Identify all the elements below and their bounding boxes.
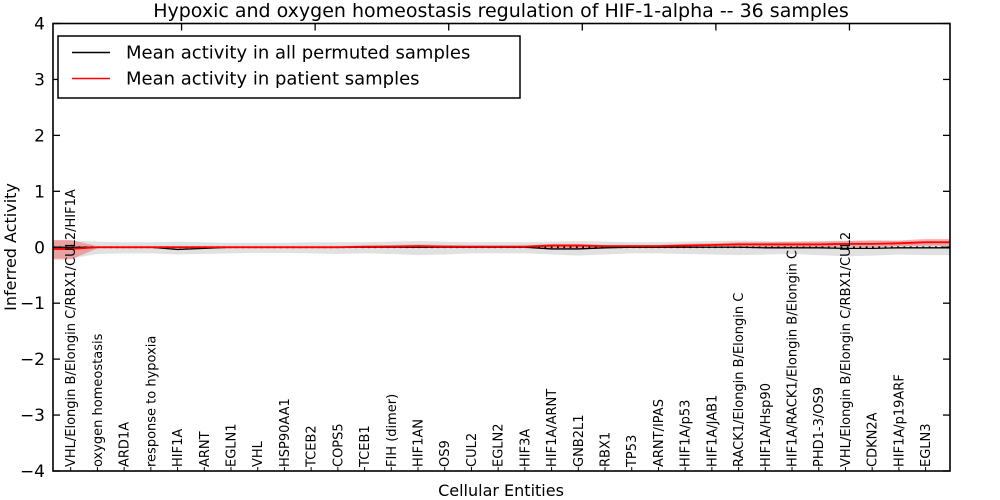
x-category-label: OS9	[438, 440, 453, 467]
x-category-label: EGLN2	[492, 423, 507, 467]
legend-label-patient: Mean activity in patient samples	[126, 69, 420, 90]
x-category-label: COPS5	[331, 423, 346, 467]
x-category-label: HIF1A/ARNT	[545, 389, 560, 467]
x-category-label: RACK1/Elongin B/Elongin C	[732, 293, 747, 467]
x-category-label: RBX1	[599, 432, 614, 467]
x-category-label: HIF1AN	[412, 419, 427, 467]
x-category-label: TCEB2	[305, 425, 320, 468]
y-tick-label: 1	[34, 182, 45, 202]
x-category-label: HIF1A	[171, 429, 186, 467]
x-axis-label: Cellular Entities	[438, 481, 564, 500]
y-tick-label: 0	[34, 238, 45, 258]
y-tick-label: −2	[20, 350, 45, 370]
y-tick-label: −3	[20, 406, 45, 426]
x-category-label: oxygen homeostasis	[91, 333, 106, 467]
y-axis-label: Inferred Activity	[1, 183, 20, 311]
x-category-label: VHL/Elongin B/Elongin C/RBX1/CUL2/HIF1A	[64, 189, 79, 467]
y-tick-label: 2	[34, 126, 45, 146]
y-tick-label: 4	[34, 15, 45, 35]
chart-title: Hypoxic and oxygen homeostasis regulatio…	[153, 0, 849, 22]
x-category-label: ARNT	[198, 431, 213, 467]
x-category-label: HIF1A/p19ARF	[892, 374, 907, 467]
x-category-label: CDKN2A	[866, 412, 881, 467]
legend-label-permuted: Mean activity in all permuted samples	[126, 43, 470, 64]
x-category-label: PHD1-3/OS9	[812, 387, 827, 467]
x-category-label: VHL/Elongin B/Elongin C/RBX1/CUL2	[839, 232, 854, 467]
x-category-label: TCEB1	[358, 425, 373, 468]
x-category-label: EGLN3	[919, 423, 934, 467]
x-category-label: TP53	[625, 435, 640, 468]
x-category-label: ARNT/IPAS	[652, 399, 667, 467]
legend: Mean activity in all permuted samples Me…	[57, 35, 521, 99]
x-category-label: HSP90AA1	[278, 398, 293, 467]
x-category-label: HIF1A/RACK1/Elongin B/Elongin C	[786, 250, 801, 467]
x-category-label: ARD1A	[118, 422, 133, 467]
x-category-label: VHL	[251, 440, 266, 467]
x-category-label: HIF1A/p53	[679, 400, 694, 467]
plot-area: 4 3 2 1 0 −1 −2 −3 −4	[20, 15, 951, 482]
x-category-label: CUL2	[465, 433, 480, 467]
y-tick-label: −4	[20, 462, 45, 482]
x-category-label: HIF1A/Hsp90	[759, 383, 774, 467]
x-category-label: FIH (dimer)	[385, 394, 400, 467]
x-category-label: HIF3A	[518, 429, 533, 467]
y-tick-label: −1	[20, 294, 45, 314]
x-category-label: GNB2L1	[572, 414, 587, 467]
legend-box	[57, 35, 521, 99]
x-tick-labels: VHL/Elongin B/Elongin C/RBX1/CUL2/HIF1A o…	[64, 189, 934, 468]
x-category-label: response to hypoxia	[144, 336, 159, 467]
y-tick-label: 3	[34, 70, 45, 90]
x-category-label: EGLN1	[224, 423, 239, 467]
line-patient	[53, 241, 950, 250]
x-category-label: HIF1A/JAB1	[705, 395, 720, 467]
